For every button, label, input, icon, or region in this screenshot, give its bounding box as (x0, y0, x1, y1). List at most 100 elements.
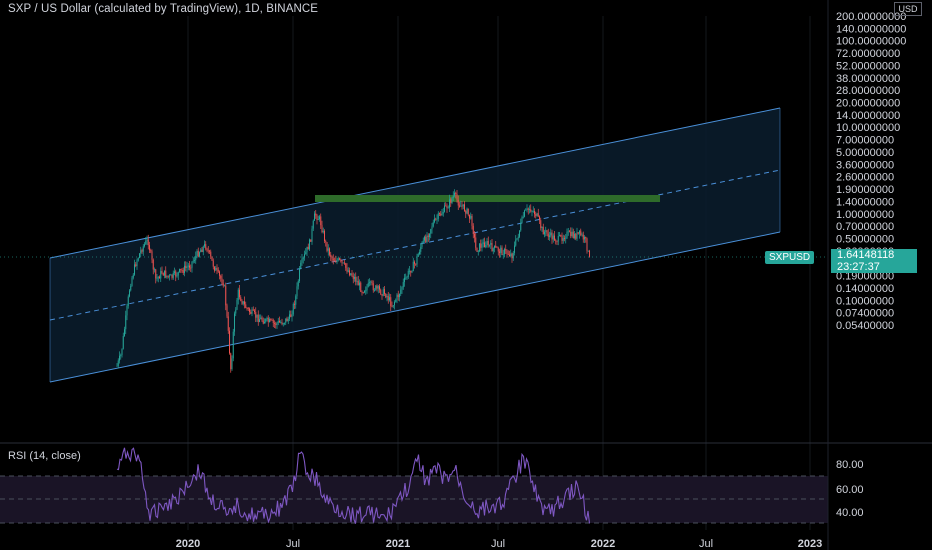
candle-body (535, 214, 537, 216)
candle-body (229, 330, 230, 354)
candle-body (191, 261, 193, 268)
candle-body (342, 262, 344, 264)
candle-body (566, 231, 568, 238)
candle-body (282, 323, 284, 325)
candle-body (350, 273, 352, 276)
candle-body (396, 294, 398, 300)
candle-body (209, 250, 210, 252)
candle-body (440, 213, 442, 216)
candle-body (140, 250, 142, 254)
candle-body (526, 208, 528, 210)
candle-body (332, 258, 334, 261)
candle-body (225, 285, 227, 306)
candle-body (254, 310, 255, 313)
candle-body (406, 276, 408, 278)
candle-body (224, 285, 225, 287)
candle-body (430, 229, 432, 234)
candle-body (559, 235, 560, 236)
candle-body (121, 348, 123, 355)
candle-body (194, 260, 195, 262)
candle-body (126, 305, 128, 316)
candle-body (356, 280, 358, 282)
candle-body (276, 322, 278, 325)
candle-body (362, 292, 364, 294)
candle-body (501, 247, 503, 255)
candle-body (304, 254, 305, 258)
candle-body (466, 208, 468, 214)
candle-body (292, 303, 294, 315)
candle-body (220, 275, 222, 279)
candle-body (119, 355, 120, 361)
candle-body (425, 236, 427, 243)
candle-body (161, 270, 163, 274)
candle-body (405, 277, 407, 279)
candle-body (262, 320, 264, 324)
candle-body (514, 245, 515, 253)
candle-body (380, 289, 382, 295)
currency-label[interactable]: USD (894, 2, 922, 16)
candle-body (429, 233, 430, 238)
price-axis-label: 14.00000000 (836, 110, 900, 122)
price-axis-label: 0.10000000 (836, 295, 894, 307)
candle-body (510, 253, 512, 257)
candle-body (132, 274, 134, 278)
candle-body (460, 205, 462, 207)
candle-body (181, 269, 183, 271)
candle-body (377, 286, 379, 289)
candle-body (452, 195, 454, 199)
candle-body (372, 283, 374, 291)
candle-body (269, 319, 270, 323)
candle-body (474, 234, 475, 238)
candle-body (134, 264, 135, 275)
price-axis-label: 1.00000000 (836, 209, 894, 221)
candle-body (234, 313, 235, 332)
candle-body (360, 282, 362, 292)
price-axis-label: 52.00000000 (836, 60, 900, 72)
candle-body (227, 316, 229, 331)
candle-body (267, 317, 269, 323)
price-axis-label: 0.14000000 (836, 283, 894, 295)
candle-body (180, 268, 182, 270)
candle-body (171, 274, 173, 278)
candle-body (144, 244, 145, 247)
candle-body (309, 239, 310, 250)
candle-body (327, 248, 329, 251)
candle-body (145, 240, 147, 245)
candle-body (444, 205, 445, 212)
candle-body (420, 247, 422, 252)
candle-body (221, 278, 223, 284)
candle-body (580, 230, 582, 236)
candle-body (250, 311, 252, 314)
candle-body (497, 248, 499, 252)
candle-body (271, 319, 273, 321)
candle-body (375, 285, 377, 290)
candle-body (261, 317, 263, 321)
candle-body (500, 247, 502, 253)
candle-body (185, 265, 187, 268)
candle-body (451, 198, 453, 204)
candle-body (431, 226, 433, 230)
candle-body (531, 211, 533, 212)
candle-body (222, 283, 224, 286)
candle-body (527, 208, 529, 210)
candle-body (326, 241, 328, 251)
candle-body (544, 231, 545, 235)
rsi-indicator-title[interactable]: RSI (14, close) (8, 450, 81, 462)
candle-body (502, 254, 504, 256)
candle-body (147, 239, 149, 246)
price-axis-label: 100.00000000 (836, 36, 906, 48)
candle-body (196, 250, 198, 256)
candle-body (415, 263, 417, 265)
candle-body (371, 281, 373, 284)
candle-body (195, 255, 197, 261)
price-axis-label: 0.19000000 (836, 271, 894, 283)
candle-body (494, 245, 495, 249)
candle-body (464, 204, 465, 211)
candle-body (236, 299, 238, 310)
candle-body (479, 243, 480, 252)
candle-body (311, 228, 313, 242)
candle-body (230, 353, 232, 370)
candle-body (504, 249, 505, 255)
